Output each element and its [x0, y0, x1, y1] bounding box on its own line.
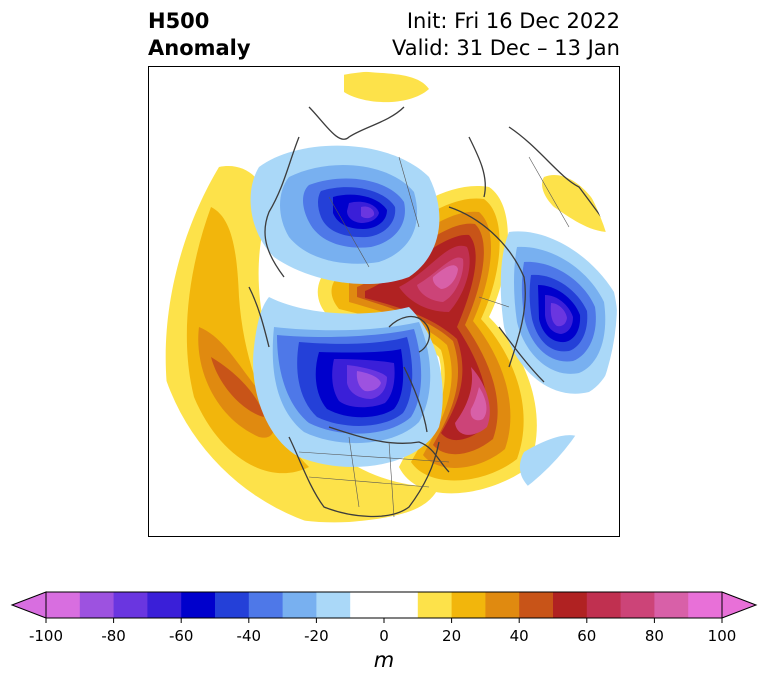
colorbar-cell [688, 592, 723, 618]
colorbar-cell [654, 592, 689, 618]
colorbar-cell [485, 592, 520, 618]
colorbar-cell [451, 592, 486, 618]
colorbar-tick-label: 60 [577, 627, 597, 645]
negative-anomaly-canada-trough [253, 297, 443, 467]
colorbar-cell [519, 592, 554, 618]
colorbar-cell [79, 592, 115, 618]
colorbar-tick-label: 80 [644, 627, 664, 645]
colorbar-cell [181, 592, 216, 618]
colorbar-cell [586, 592, 622, 618]
colorbar-cell [248, 592, 284, 618]
colorbar-tick-label: -60 [168, 627, 194, 645]
colorbar-tick-label: 20 [442, 627, 462, 645]
colorbar-cell [316, 592, 351, 618]
colorbar-tick-label: -100 [28, 627, 64, 645]
valid-range: Valid: 31 Dec – 13 Jan [391, 36, 620, 60]
colorbar-ticks [45, 618, 723, 623]
colorbar-tick-label: -20 [304, 627, 329, 645]
colorbar-cell [113, 592, 148, 618]
colorbar-unit: m [373, 648, 395, 672]
colorbar-min-extend [10, 591, 47, 619]
colorbar-tick-label: 40 [509, 627, 529, 645]
title-line-1: H500 [148, 9, 210, 33]
colorbar-tick-label: 100 [707, 627, 737, 645]
colorbar [10, 591, 758, 623]
init-date: Init: Fri 16 Dec 2022 [406, 9, 620, 33]
positive-anomaly-north-pacific-ridge [165, 166, 439, 523]
colorbar-tick-label: -80 [101, 627, 126, 645]
colorbar-tick-label: -40 [236, 627, 262, 645]
date-info: Init: Fri 16 Dec 2022 Valid: 31 Dec – 13… [392, 8, 620, 62]
coastlines [248, 106, 617, 518]
colorbar-cell [417, 592, 453, 618]
colorbar-tick-label: 0 [379, 627, 389, 645]
colorbar-cell [46, 592, 81, 618]
map-canvas [153, 71, 617, 535]
colorbar-cell [147, 592, 182, 618]
negative-anomaly-arctic-canada-trough [250, 145, 440, 285]
colorbar-cell [620, 592, 655, 618]
anomaly-map [148, 66, 620, 537]
colorbar-cell [215, 592, 250, 618]
title-line-2: Anomaly [148, 36, 251, 60]
colorbar-cell [384, 592, 419, 618]
positive-anomaly-north-atlantic-ridge [344, 71, 609, 232]
colorbar-cell [282, 592, 317, 618]
chart-title: H500 Anomaly [148, 8, 251, 62]
colorbar-cell [553, 592, 588, 618]
colorbar-max-extend [721, 591, 758, 619]
colorbar-cells [46, 592, 723, 618]
negative-anomaly-atlantic-small [519, 435, 579, 487]
colorbar-cell [350, 592, 385, 618]
negative-anomaly-siberia-trough [500, 231, 617, 394]
